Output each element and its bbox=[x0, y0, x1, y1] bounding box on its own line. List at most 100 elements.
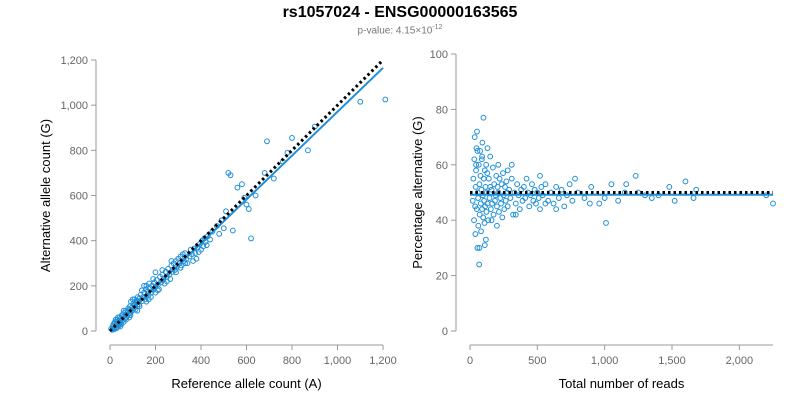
data-point bbox=[489, 164, 496, 171]
data-point bbox=[542, 200, 549, 207]
data-point bbox=[486, 195, 493, 201]
data-point bbox=[477, 172, 484, 179]
data-point bbox=[491, 181, 498, 188]
data-point bbox=[163, 278, 170, 285]
data-point bbox=[601, 195, 608, 201]
data-point bbox=[504, 167, 511, 174]
data-point bbox=[229, 227, 236, 234]
data-point bbox=[134, 307, 141, 314]
data-point bbox=[264, 138, 270, 145]
data-point bbox=[477, 148, 484, 154]
data-point bbox=[566, 181, 573, 188]
data-point bbox=[671, 197, 678, 204]
data-point bbox=[481, 220, 488, 226]
data-point bbox=[487, 184, 494, 190]
data-point bbox=[482, 184, 489, 190]
data-point bbox=[514, 181, 521, 188]
y-tick-label: 1,200 bbox=[60, 55, 88, 67]
data-point bbox=[223, 208, 229, 215]
data-point bbox=[471, 217, 477, 224]
data-point bbox=[501, 206, 508, 213]
data-point bbox=[530, 197, 537, 204]
data-point bbox=[473, 145, 480, 152]
y-tick-label: 0 bbox=[82, 326, 88, 338]
data-point bbox=[143, 298, 150, 305]
data-point bbox=[245, 206, 252, 212]
data-point bbox=[173, 269, 179, 276]
y-tick-label: 800 bbox=[70, 145, 88, 157]
fit-line bbox=[109, 67, 384, 332]
data-point bbox=[495, 161, 502, 168]
data-point bbox=[150, 276, 157, 282]
x-tick-label: 0 bbox=[107, 355, 113, 367]
data-point bbox=[476, 181, 483, 188]
data-point bbox=[545, 197, 552, 204]
data-point bbox=[632, 172, 639, 179]
data-point bbox=[498, 200, 504, 207]
data-point bbox=[519, 197, 526, 204]
data-point bbox=[177, 264, 184, 271]
data-point bbox=[496, 208, 502, 215]
data-point bbox=[216, 230, 223, 237]
data-point bbox=[493, 172, 500, 179]
data-point bbox=[357, 98, 364, 105]
pvalue-exponent: -12 bbox=[432, 24, 443, 31]
data-point bbox=[476, 261, 483, 268]
data-point bbox=[581, 195, 588, 201]
data-point bbox=[477, 200, 484, 207]
data-point bbox=[476, 245, 483, 251]
data-point bbox=[488, 217, 495, 224]
data-point bbox=[504, 203, 511, 210]
data-point bbox=[526, 203, 533, 210]
x-tick-label: 0 bbox=[467, 355, 473, 367]
x-tick-label: 800 bbox=[283, 355, 301, 367]
data-point bbox=[289, 135, 295, 141]
data-point bbox=[480, 214, 487, 221]
x-tick-label: 1,500 bbox=[658, 355, 686, 367]
chart-title: rs1057024 - ENSG00000163565 bbox=[282, 4, 518, 21]
data-point bbox=[569, 197, 576, 204]
data-point bbox=[227, 172, 234, 179]
data-point bbox=[507, 195, 514, 201]
data-point bbox=[533, 200, 539, 207]
data-point bbox=[494, 222, 500, 229]
data-point bbox=[184, 260, 191, 267]
data-point bbox=[239, 181, 245, 188]
data-point bbox=[561, 203, 568, 210]
data-point bbox=[474, 245, 481, 251]
y-tick-label: 200 bbox=[70, 281, 88, 293]
data-point bbox=[472, 231, 479, 237]
data-point bbox=[479, 139, 486, 146]
data-point bbox=[120, 307, 127, 314]
data-point bbox=[682, 178, 689, 185]
data-point bbox=[503, 178, 510, 185]
data-point bbox=[480, 114, 487, 121]
y-tick-label: 400 bbox=[70, 236, 88, 248]
y-tick-label: 0 bbox=[442, 326, 448, 338]
data-point bbox=[252, 192, 259, 199]
data-point bbox=[586, 200, 593, 207]
y-tick-label: 20 bbox=[436, 271, 448, 283]
data-point bbox=[529, 181, 535, 188]
data-point bbox=[469, 197, 476, 204]
data-point bbox=[483, 208, 490, 215]
data-point bbox=[168, 258, 175, 264]
data-point bbox=[498, 181, 505, 188]
data-point bbox=[484, 145, 491, 152]
data-point bbox=[470, 175, 477, 182]
y-tick-label: 100 bbox=[430, 49, 448, 61]
data-point bbox=[500, 170, 506, 177]
data-point bbox=[152, 269, 159, 276]
data-point bbox=[555, 195, 562, 201]
data-point bbox=[603, 220, 609, 226]
x-tick-label: 2,000 bbox=[726, 355, 754, 367]
data-point bbox=[478, 228, 484, 235]
y-tick-label: 40 bbox=[436, 215, 448, 227]
data-point bbox=[512, 200, 519, 207]
data-point bbox=[476, 211, 483, 218]
data-point bbox=[487, 206, 494, 213]
data-point bbox=[553, 184, 560, 190]
y-tick-label: 1,000 bbox=[60, 100, 88, 112]
x-tick-label: 1,000 bbox=[324, 355, 352, 367]
